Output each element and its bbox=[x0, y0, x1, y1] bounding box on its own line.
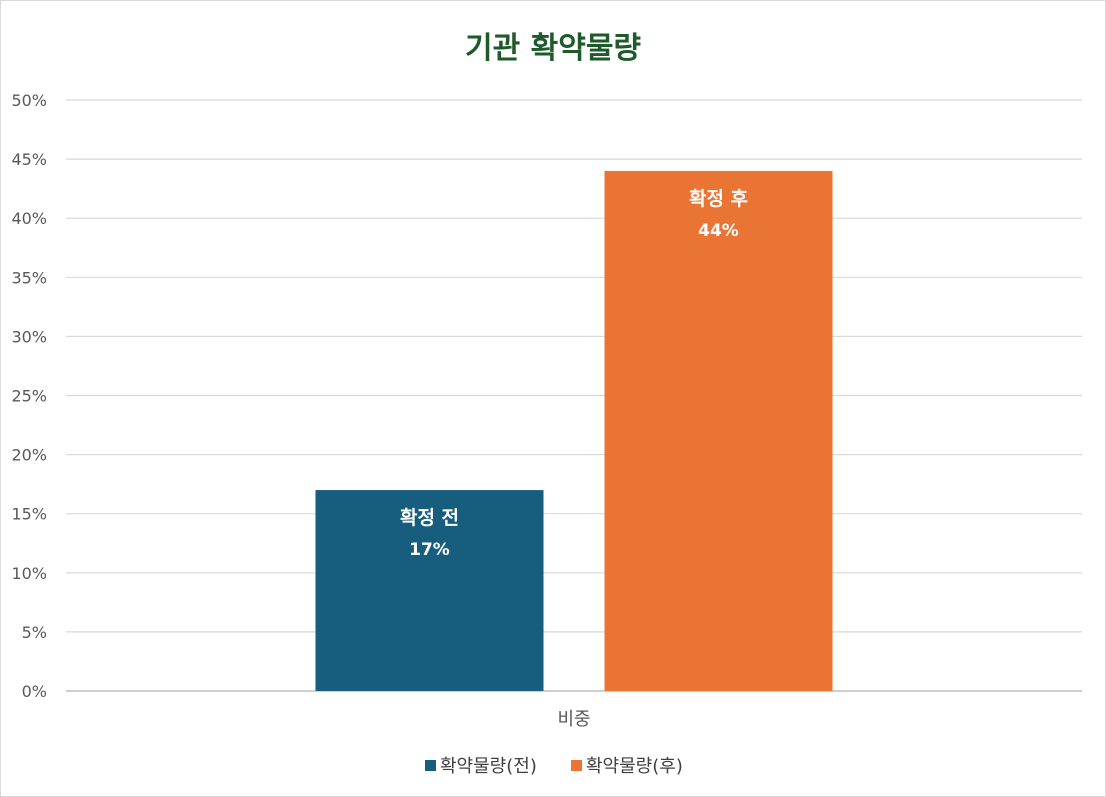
y-tick-label: 35% bbox=[11, 268, 47, 287]
y-tick-label: 10% bbox=[11, 564, 47, 583]
legend-swatch bbox=[571, 760, 582, 771]
bar bbox=[315, 490, 544, 691]
bars: 확정 전 17% 확정 후 44% bbox=[315, 170, 833, 692]
y-tick-label: 45% bbox=[11, 150, 47, 169]
legend-label: 확약물량(후) bbox=[586, 756, 683, 777]
bar-label: 확정 후 bbox=[689, 187, 748, 210]
y-axis-ticks: 0% 5% 10% 15% 20% 25% 30% 35% 40% 45% 50% bbox=[11, 91, 47, 701]
y-tick-label: 15% bbox=[11, 505, 47, 524]
gridlines bbox=[66, 99, 1082, 692]
data-label: 17% bbox=[409, 540, 450, 560]
data-label: 44% bbox=[698, 221, 739, 241]
legend-label: 확약물량(전) bbox=[440, 756, 537, 777]
bar-label: 확정 전 bbox=[400, 506, 459, 529]
y-tick-label: 5% bbox=[22, 623, 47, 642]
chart-title: 기관 확약물량 bbox=[465, 31, 641, 66]
y-tick-label: 50% bbox=[11, 91, 47, 110]
y-tick-label: 25% bbox=[11, 387, 47, 406]
y-tick-label: 40% bbox=[11, 209, 47, 228]
legend-swatch bbox=[425, 760, 436, 771]
legend: 확약물량(전) 확약물량(후) bbox=[425, 756, 683, 777]
x-tick-label: 비중 bbox=[557, 709, 590, 730]
y-tick-label: 30% bbox=[11, 327, 47, 346]
y-tick-label: 20% bbox=[11, 446, 47, 465]
x-axis-categories: 비중 bbox=[557, 709, 590, 730]
y-tick-label: 0% bbox=[22, 682, 47, 701]
bar bbox=[604, 170, 833, 692]
